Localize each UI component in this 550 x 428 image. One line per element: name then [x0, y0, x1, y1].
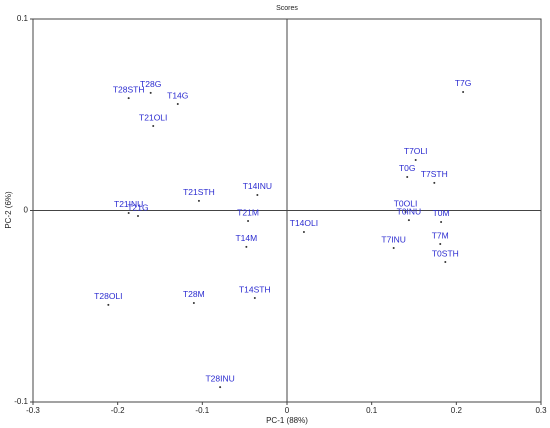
point-label: T0M — [433, 208, 450, 218]
y-tick-label: 0.1 — [17, 14, 29, 23]
point — [414, 158, 417, 161]
point — [192, 301, 195, 304]
point-label: T28G — [140, 79, 161, 89]
point-label: T14INU — [243, 181, 272, 191]
point-label: T0G — [399, 163, 416, 173]
point — [462, 90, 465, 93]
point-label: T7M — [432, 230, 449, 240]
point — [444, 261, 447, 264]
point — [247, 220, 250, 223]
y-axis-label: PC-2 (6%) — [4, 191, 13, 229]
point — [197, 199, 200, 202]
point — [440, 220, 443, 223]
point-label: T7OLI — [404, 146, 428, 156]
point-label: T0STH — [432, 248, 459, 258]
point — [127, 211, 130, 214]
point-label: T28M — [183, 289, 205, 299]
point — [392, 247, 395, 250]
point — [406, 175, 409, 178]
point-label: T0INU — [397, 206, 422, 216]
point-label: T21OLI — [139, 112, 167, 122]
point-label: T14M — [235, 233, 257, 243]
point — [107, 303, 110, 306]
point-label: T28OLI — [94, 291, 122, 301]
point-label: T7G — [455, 78, 472, 88]
point — [253, 297, 256, 300]
y-tick-label: -0.1 — [14, 397, 28, 406]
point — [433, 181, 436, 184]
point-label: T14STH — [239, 284, 271, 294]
x-tick-label: -0.2 — [111, 406, 125, 415]
point — [149, 91, 152, 94]
x-tick-label: 0.1 — [366, 406, 378, 415]
point — [404, 211, 407, 214]
point-label: T21INU — [114, 199, 143, 209]
point — [439, 243, 442, 246]
point-label: T28INU — [205, 373, 234, 383]
point — [176, 103, 179, 106]
x-tick-label: -0.3 — [26, 406, 40, 415]
point-label: T0OLI — [394, 198, 418, 208]
point — [302, 230, 305, 233]
chart-title: Scores — [276, 5, 298, 12]
point-label: T21M — [237, 207, 259, 217]
point — [407, 219, 410, 222]
point-label: T14OLI — [290, 218, 318, 228]
x-tick-label: 0.2 — [451, 406, 463, 415]
x-axis-label: PC-1 (88%) — [266, 416, 308, 425]
x-tick-label: 0.3 — [535, 406, 547, 415]
point-label: T7STH — [421, 169, 448, 179]
point — [152, 125, 155, 128]
point — [245, 245, 248, 248]
point-label: T14G — [167, 90, 188, 100]
y-tick-label: 0 — [24, 206, 29, 215]
point — [256, 193, 259, 196]
point-label: T7INU — [381, 234, 406, 244]
point — [219, 386, 222, 389]
point — [136, 215, 139, 218]
point-label: T21G — [127, 202, 148, 212]
x-tick-label: 0 — [285, 406, 290, 415]
point-label: T21STH — [183, 187, 215, 197]
x-tick-label: -0.1 — [195, 406, 209, 415]
point-label: T28STH — [113, 84, 145, 94]
point — [127, 97, 130, 100]
